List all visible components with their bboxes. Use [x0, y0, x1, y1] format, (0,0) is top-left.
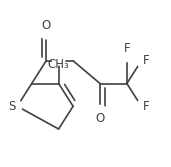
Text: CH₃: CH₃ [48, 58, 69, 71]
Circle shape [136, 54, 150, 67]
Text: O: O [42, 19, 51, 32]
Text: S: S [8, 100, 15, 113]
Circle shape [9, 100, 22, 113]
Text: F: F [124, 42, 130, 55]
Circle shape [52, 52, 65, 65]
Circle shape [40, 26, 53, 39]
Text: F: F [143, 100, 150, 113]
Circle shape [93, 105, 107, 119]
Text: F: F [143, 54, 150, 67]
Circle shape [136, 100, 150, 113]
Circle shape [120, 48, 134, 62]
Text: O: O [95, 112, 105, 125]
